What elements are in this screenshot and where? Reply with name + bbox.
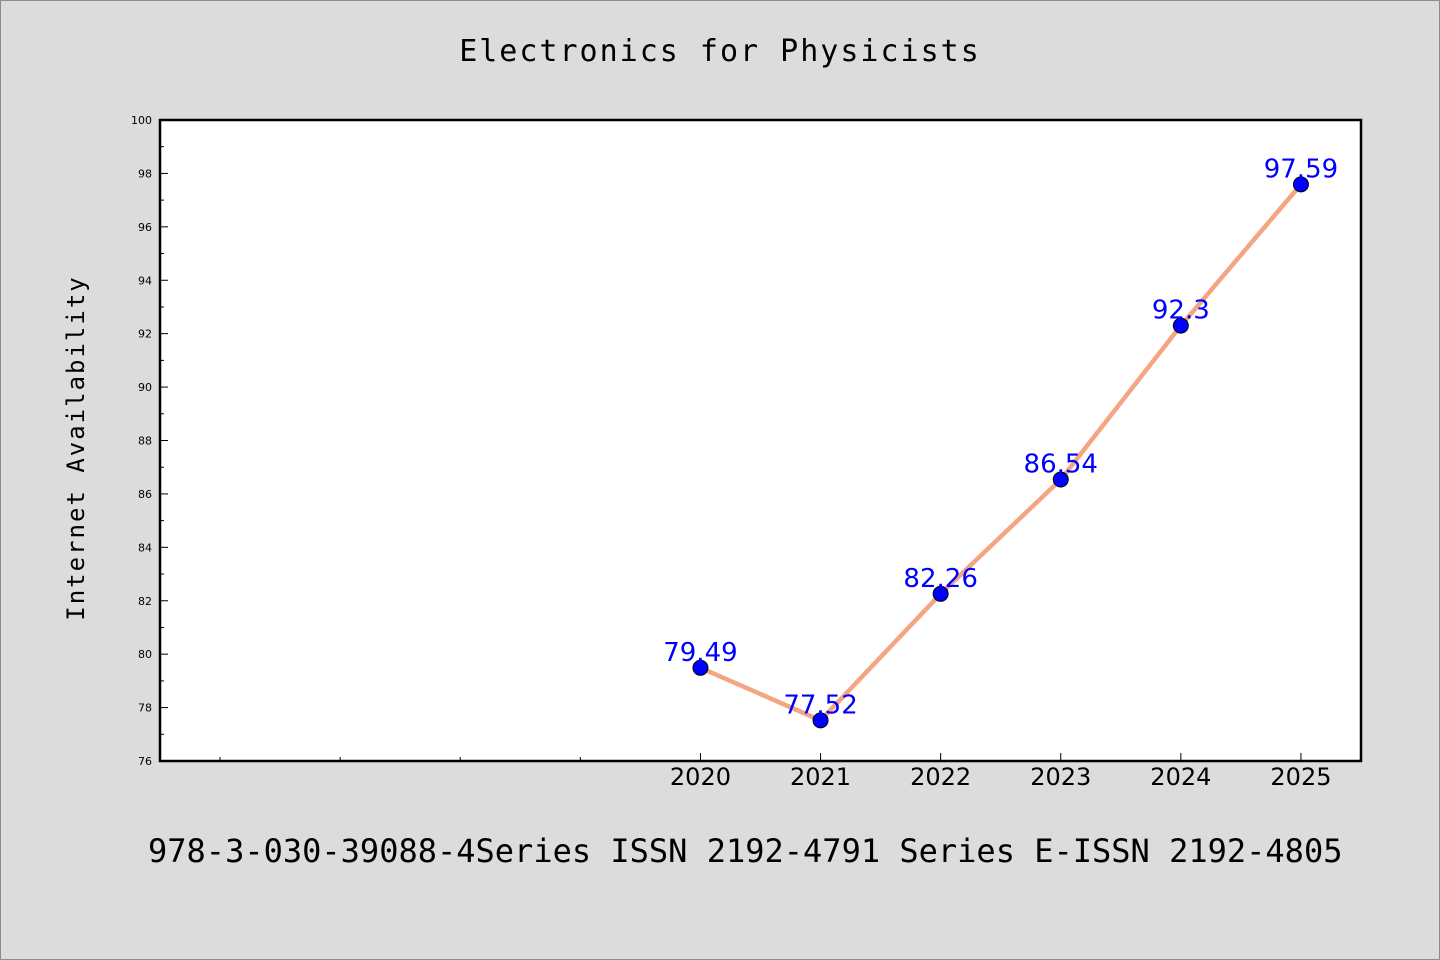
data-label: 97.59 bbox=[1264, 154, 1338, 184]
x-tick-label: 2022 bbox=[910, 763, 971, 791]
x-tick-label: 2023 bbox=[1030, 763, 1091, 791]
y-tick-label: 98 bbox=[138, 167, 152, 180]
data-label: 92.3 bbox=[1152, 296, 1210, 326]
series-layer: 79.49 77.52 82.26 86.54 92.3 97.59 bbox=[663, 154, 1338, 729]
data-point bbox=[932, 585, 949, 602]
series-line bbox=[699, 182, 1303, 723]
x-axis: 2020 2021 2022 2023 2024 2025 bbox=[219, 753, 1331, 791]
data-point bbox=[1172, 317, 1189, 334]
y-tick-label: 94 bbox=[138, 274, 152, 287]
footer-text: 978-3-030-39088-4Series ISSN 2192-4791 S… bbox=[148, 832, 1343, 870]
y-tick-label: 86 bbox=[138, 488, 152, 501]
y-tick-label: 92 bbox=[138, 328, 152, 341]
data-label: 79.49 bbox=[663, 638, 737, 668]
y-tick-label: 76 bbox=[138, 755, 152, 768]
y-axis-label: Internet Availability bbox=[62, 275, 90, 620]
y-tick-label: 82 bbox=[138, 595, 152, 608]
chart-title: Electronics for Physicists bbox=[459, 34, 981, 69]
x-tick-label: 2021 bbox=[790, 763, 851, 791]
data-label: 82.26 bbox=[903, 564, 977, 594]
y-tick-label: 96 bbox=[138, 221, 152, 234]
y-tick-label: 100 bbox=[131, 114, 152, 127]
y-tick-label: 78 bbox=[138, 702, 152, 715]
x-tick-label: 2025 bbox=[1270, 763, 1331, 791]
y-tick-label: 88 bbox=[138, 435, 152, 448]
x-tick-label: 2020 bbox=[670, 763, 731, 791]
x-tick-label: 2024 bbox=[1150, 763, 1211, 791]
data-point bbox=[692, 659, 709, 676]
data-point bbox=[812, 712, 829, 729]
y-tick-label: 80 bbox=[138, 648, 152, 661]
y-tick-label: 84 bbox=[138, 541, 152, 554]
data-point bbox=[1292, 176, 1309, 193]
y-axis: 76 78 80 82 84 86 88 90 92 94 96 98 100 bbox=[131, 114, 168, 768]
y-tick-label: 90 bbox=[138, 381, 152, 394]
data-label: 77.52 bbox=[783, 690, 857, 720]
data-label: 86.54 bbox=[1024, 449, 1098, 479]
plot-area bbox=[158, 118, 1363, 763]
data-point bbox=[1052, 471, 1069, 488]
